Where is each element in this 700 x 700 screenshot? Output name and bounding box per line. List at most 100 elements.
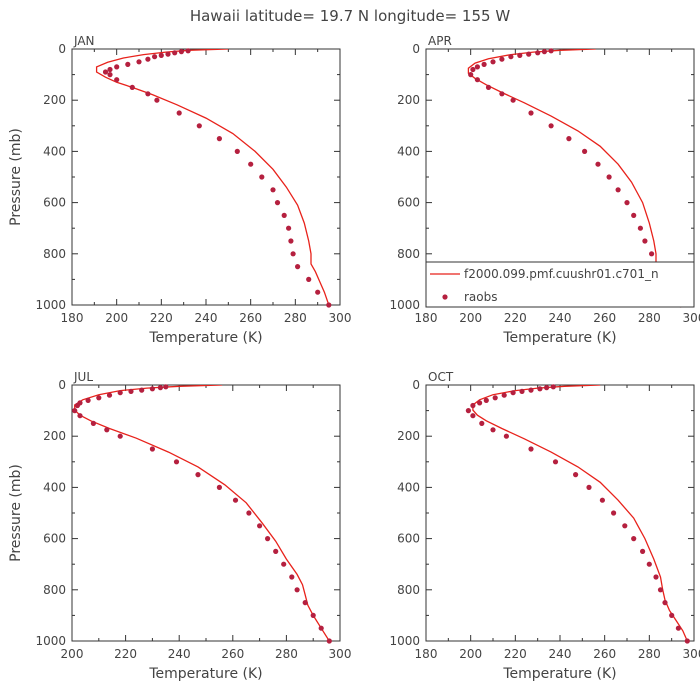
raobs-point bbox=[107, 72, 113, 78]
raobs-point bbox=[104, 427, 110, 433]
x-axis-label: Temperature (K) bbox=[502, 666, 616, 682]
y-tick-label: 800 bbox=[397, 247, 420, 261]
raobs-point bbox=[295, 264, 301, 270]
raobs-point bbox=[510, 97, 516, 103]
raobs-point bbox=[77, 413, 83, 419]
x-tick-label: 280 bbox=[638, 647, 661, 661]
y-tick-label: 400 bbox=[43, 144, 66, 158]
raobs-point bbox=[477, 400, 483, 406]
raobs-point bbox=[485, 84, 492, 90]
raobs-point bbox=[470, 66, 476, 73]
raobs-point bbox=[96, 395, 102, 401]
raobs-point bbox=[306, 276, 312, 282]
raobs-point bbox=[503, 433, 509, 439]
raobs-point bbox=[154, 97, 160, 103]
plot-frame bbox=[71, 384, 341, 642]
raobs-point bbox=[90, 420, 96, 426]
raobs-point bbox=[481, 61, 487, 67]
raobs-point bbox=[508, 54, 514, 60]
raobs-point bbox=[72, 408, 78, 414]
raobs-point bbox=[232, 497, 239, 503]
legend-model-label: f2000.099.pmf.cuushr01.c701_n bbox=[464, 267, 659, 281]
raobs-point bbox=[528, 110, 534, 116]
x-tick-label: 280 bbox=[284, 311, 307, 325]
raobs-point bbox=[114, 77, 120, 83]
figure-title: Hawaii latitude= 19.7 N longitude= 155 W bbox=[190, 7, 510, 25]
raobs-point bbox=[195, 472, 201, 478]
y-tick-label: 600 bbox=[43, 196, 66, 210]
raobs-point bbox=[595, 161, 601, 167]
raobs-point bbox=[684, 638, 690, 644]
raobs-point bbox=[528, 387, 534, 393]
raobs-point bbox=[631, 212, 637, 218]
raobs-point bbox=[185, 48, 191, 54]
x-tick-label: 280 bbox=[275, 647, 298, 661]
panel-title: OCT bbox=[428, 370, 454, 384]
raobs-point bbox=[528, 446, 534, 452]
raobs-point bbox=[149, 386, 155, 392]
raobs-point bbox=[163, 384, 169, 390]
raobs-point bbox=[653, 574, 659, 580]
raobs-point bbox=[490, 427, 496, 433]
raobs-point bbox=[234, 148, 240, 154]
x-tick-label: 260 bbox=[239, 311, 262, 325]
raobs-point bbox=[152, 54, 158, 60]
panel-apr: 180 200 220 240 260 280 300 0 200 400 600 800 1000 AP… bbox=[389, 34, 700, 346]
legend-box bbox=[425, 261, 695, 308]
x-tick-label: 240 bbox=[549, 647, 572, 661]
x-tick-label: 260 bbox=[593, 647, 616, 661]
raobs-point bbox=[631, 536, 637, 542]
y-tick-label: 200 bbox=[397, 429, 420, 443]
y-tick-label: 1000 bbox=[389, 298, 420, 312]
raobs-point bbox=[622, 523, 628, 529]
raobs-point bbox=[624, 200, 630, 206]
x-tick-label: 200 bbox=[61, 647, 84, 661]
raobs-point bbox=[310, 612, 316, 619]
legend-dot-swatch bbox=[442, 294, 448, 300]
y-tick-label: 0 bbox=[412, 378, 420, 392]
legend-obs-label: raobs bbox=[464, 290, 498, 304]
raobs-point bbox=[290, 251, 296, 257]
y-tick-label: 600 bbox=[43, 532, 66, 546]
raobs-point bbox=[294, 587, 300, 593]
raobs-point bbox=[675, 625, 682, 631]
x-tick-label: 180 bbox=[415, 647, 438, 661]
y-tick-label: 200 bbox=[43, 93, 66, 107]
raobs-point bbox=[246, 510, 252, 516]
raobs-point bbox=[114, 64, 120, 70]
raobs-point bbox=[649, 251, 655, 257]
raobs-point bbox=[537, 386, 543, 392]
raobs-point bbox=[326, 638, 332, 644]
raobs-point bbox=[499, 91, 505, 97]
raobs-point bbox=[490, 59, 496, 65]
raobs-point bbox=[248, 161, 254, 167]
x-tick-label: 300 bbox=[329, 311, 352, 325]
raobs-point bbox=[606, 174, 612, 180]
panel-jan: 180 200 220 240 260 280 300 0 200 400 600 800 1000 JA… bbox=[8, 34, 351, 346]
y-tick-label: 600 bbox=[397, 532, 420, 546]
raobs-point bbox=[526, 51, 532, 57]
raobs-point bbox=[550, 384, 556, 390]
model-profile-line bbox=[472, 385, 688, 641]
y-axis-label: Pressure (mb) bbox=[8, 464, 24, 562]
raobs-point bbox=[470, 413, 476, 419]
raobs-point bbox=[178, 49, 184, 55]
y-tick-label: 600 bbox=[397, 196, 420, 210]
raobs-point bbox=[288, 238, 294, 244]
raobs-point bbox=[74, 402, 80, 409]
raobs-point bbox=[173, 459, 180, 465]
raobs-point bbox=[501, 392, 507, 398]
raobs-point bbox=[468, 72, 474, 78]
model-profile-line bbox=[95, 49, 330, 305]
raobs-point bbox=[573, 472, 579, 478]
panel-title: APR bbox=[428, 34, 452, 48]
raobs-point bbox=[615, 187, 621, 193]
raobs-point bbox=[265, 536, 271, 542]
raobs-point bbox=[281, 561, 287, 567]
raobs-point bbox=[657, 587, 664, 593]
raobs-point bbox=[216, 484, 222, 490]
raobs-point bbox=[541, 49, 548, 55]
raobs-point bbox=[302, 600, 308, 606]
x-tick-label: 220 bbox=[504, 311, 527, 325]
y-tick-label: 0 bbox=[58, 378, 66, 392]
